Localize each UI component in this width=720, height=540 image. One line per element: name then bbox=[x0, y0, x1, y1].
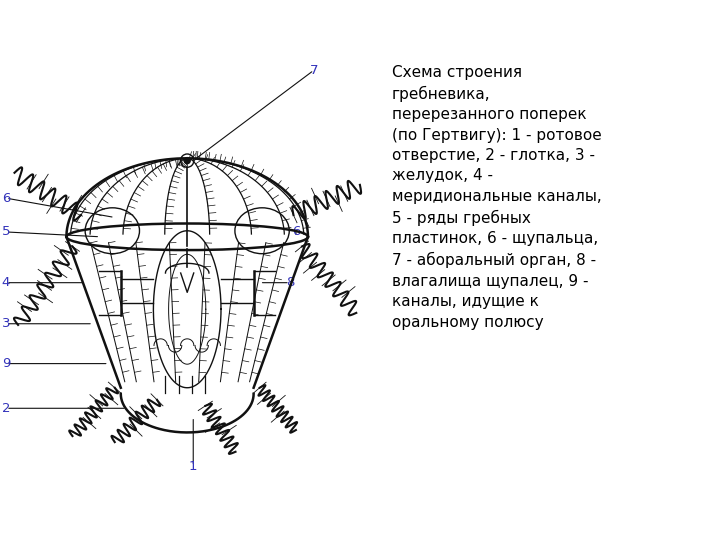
Text: 6: 6 bbox=[292, 226, 300, 239]
Text: 6: 6 bbox=[2, 192, 10, 205]
Circle shape bbox=[184, 158, 190, 164]
Text: 2: 2 bbox=[1, 402, 10, 415]
Text: 5: 5 bbox=[1, 226, 10, 239]
Text: 8: 8 bbox=[286, 276, 294, 289]
Text: 1: 1 bbox=[189, 460, 197, 472]
Text: 4: 4 bbox=[2, 276, 10, 289]
Text: 9: 9 bbox=[2, 357, 10, 370]
Text: 7: 7 bbox=[310, 64, 318, 77]
Text: 3: 3 bbox=[1, 317, 10, 330]
Text: Схема строения
гребневика,
перерезанного поперек
(по Гертвигу): 1 - ротовое
отве: Схема строения гребневика, перерезанного… bbox=[392, 65, 601, 329]
